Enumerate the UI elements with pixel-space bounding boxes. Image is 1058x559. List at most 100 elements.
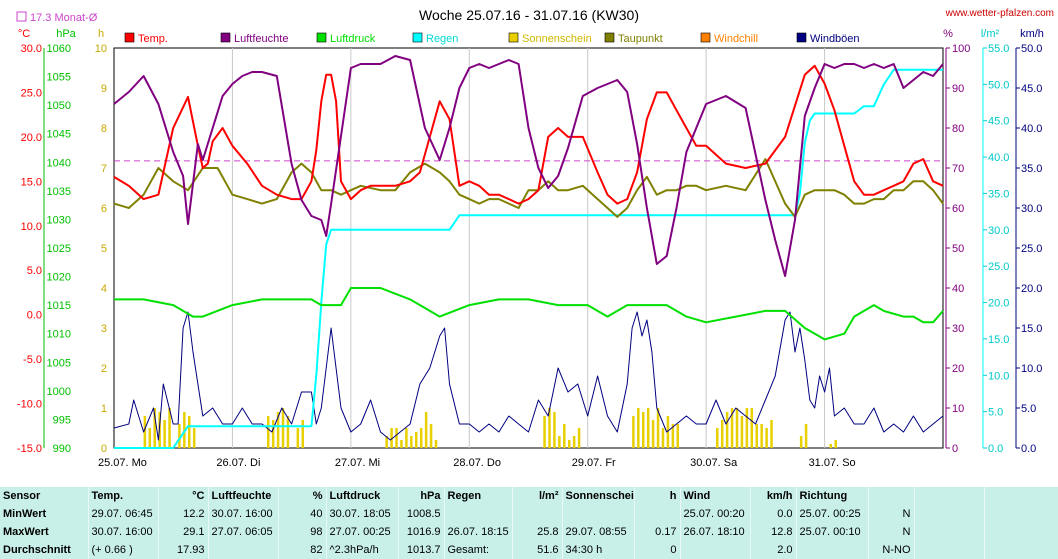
sunshine-bar (834, 440, 837, 448)
sunshine-bar (405, 428, 408, 448)
stats-header-unit: h (634, 487, 681, 505)
pct-unit-label: % (943, 28, 953, 40)
stats-filler-cell (914, 541, 985, 559)
website-label: www.wetter-pfalzen.com (945, 8, 1054, 19)
stats-cell-value: 0.17 (634, 523, 681, 541)
month-avg-icon (16, 11, 27, 22)
sunshine-bar (740, 416, 744, 448)
sunshine-bar (760, 424, 763, 448)
rain-tick-label: 30.0 (988, 225, 1009, 237)
sunshine-bar (563, 424, 566, 448)
sunshine-bar (410, 436, 413, 448)
temp-tick-label: -10.0 (17, 399, 42, 411)
stats-cell-value: 29.1 (158, 523, 209, 541)
rain-tick-label: 5.0 (988, 407, 1003, 419)
sunshine-bar (168, 408, 171, 448)
sunshine-bar (163, 420, 166, 448)
legend-swatch (412, 32, 423, 43)
stats-cell-time: 27.07. 06:05 (208, 523, 279, 541)
sunshine-bar (641, 412, 645, 448)
rain-tick-label: 45.0 (988, 116, 1009, 128)
stats-header-cell: Sonnenschein (562, 487, 635, 505)
sunshine-bar (735, 408, 739, 448)
sun-tick-label: 0 (101, 443, 107, 455)
sunshine-bar (716, 428, 719, 448)
sun-tick-label: 6 (101, 203, 107, 215)
stats-cell-time: ^2.3hPa/h (326, 541, 399, 559)
stats-cell-value: 82 (278, 541, 327, 559)
stats-filler-cell (914, 505, 985, 523)
stats-cell-time (444, 505, 513, 523)
day-label: 27.07. Mi (335, 457, 380, 469)
wind-tick-label: 10.0 (1021, 363, 1042, 375)
rain-tick-label: 15.0 (988, 334, 1009, 346)
pct-tick-label: 60 (952, 203, 964, 215)
temp-tick-label: 20.0 (21, 132, 42, 144)
stats-cell-time: 25.07. 00:25 (796, 505, 869, 523)
stats-cell-time: 26.07. 18:15 (444, 523, 513, 541)
stats-cell-value: N-NO (868, 541, 915, 559)
stats-cell-time: 29.07. 08:55 (562, 523, 635, 541)
stats-header-cell: Richtung (796, 487, 869, 505)
hpa-tick-label: 1020 (47, 272, 71, 284)
sunshine-bar (424, 412, 428, 448)
stats-cell-value: 2.0 (750, 541, 797, 559)
stats-header-cell: Sensor (0, 487, 89, 505)
sunshine-bar (656, 408, 660, 448)
stats-row-label: MinWert (0, 505, 89, 523)
sun-tick-label: 10 (95, 43, 107, 55)
legend-label: Windchill (714, 33, 758, 45)
sunshine-bar (271, 420, 275, 448)
stats-cell-value: 1016.9 (398, 523, 445, 541)
series-line-regen (114, 68, 943, 449)
sunshine-bar (543, 416, 546, 448)
sun-tick-label: 9 (101, 83, 107, 95)
series-line-windben (113, 311, 944, 441)
sunshine-bar (415, 432, 418, 448)
stats-cell-value: 1008.5 (398, 505, 445, 523)
pct-tick-label: 0 (952, 443, 958, 455)
legend-swatch (220, 32, 231, 43)
stats-cell-time: 25.07. 00:10 (796, 523, 869, 541)
sunshine-bar (765, 428, 768, 448)
sunshine-bar (755, 424, 758, 448)
hpa-tick-label: 1005 (47, 357, 71, 369)
pct-tick-label: 90 (952, 83, 964, 95)
hpa-tick-label: 1025 (47, 243, 71, 255)
sun-tick-label: 7 (101, 163, 107, 175)
stats-cell-value: 0 (634, 541, 681, 559)
stats-row: MinWert 29.07. 06:45 12.2 30.07. 16:00 40 30.… (0, 505, 1058, 523)
sunshine-bar (286, 416, 290, 448)
stats-cell-value: 40 (278, 505, 327, 523)
stats-cell-value: 51.6 (512, 541, 563, 559)
hpa-tick-label: 1030 (47, 214, 71, 226)
pct-tick-label: 50 (952, 243, 964, 255)
legend-swatch (316, 32, 327, 43)
sunshine-bar (296, 428, 300, 448)
wind-unit-label: km/h (1020, 28, 1044, 40)
rain-tick-label: 20.0 (988, 298, 1009, 310)
stats-cell-value: 1013.7 (398, 541, 445, 559)
pct-tick-label: 20 (952, 363, 964, 375)
pct-tick-label: 100 (952, 43, 970, 55)
legend-swatch (700, 32, 711, 43)
legend-label: Windböen (810, 33, 860, 45)
rain-tick-label: 55.0 (988, 43, 1009, 55)
temp-tick-label: 0.0 (27, 310, 42, 322)
legend-label: Luftdruck (330, 33, 376, 45)
stats-cell-value: N (868, 505, 915, 523)
wind-tick-label: 20.0 (1021, 283, 1042, 295)
pct-tick-label: 10 (952, 403, 964, 415)
sunshine-bar (188, 416, 191, 448)
month-avg-label: 17.3 Monat-Ø (30, 12, 98, 24)
sun-tick-label: 2 (101, 363, 107, 375)
hpa-tick-label: 1050 (47, 100, 71, 112)
stats-header-unit: °C (158, 487, 209, 505)
sunshine-bar (143, 416, 147, 448)
sunshine-bar (770, 420, 773, 448)
sunshine-bar (281, 408, 285, 448)
sunshine-bar (799, 436, 803, 448)
sunshine-bar (400, 440, 403, 448)
temp-tick-label: 30.0 (21, 43, 42, 55)
day-label: 31.07. So (809, 457, 856, 469)
